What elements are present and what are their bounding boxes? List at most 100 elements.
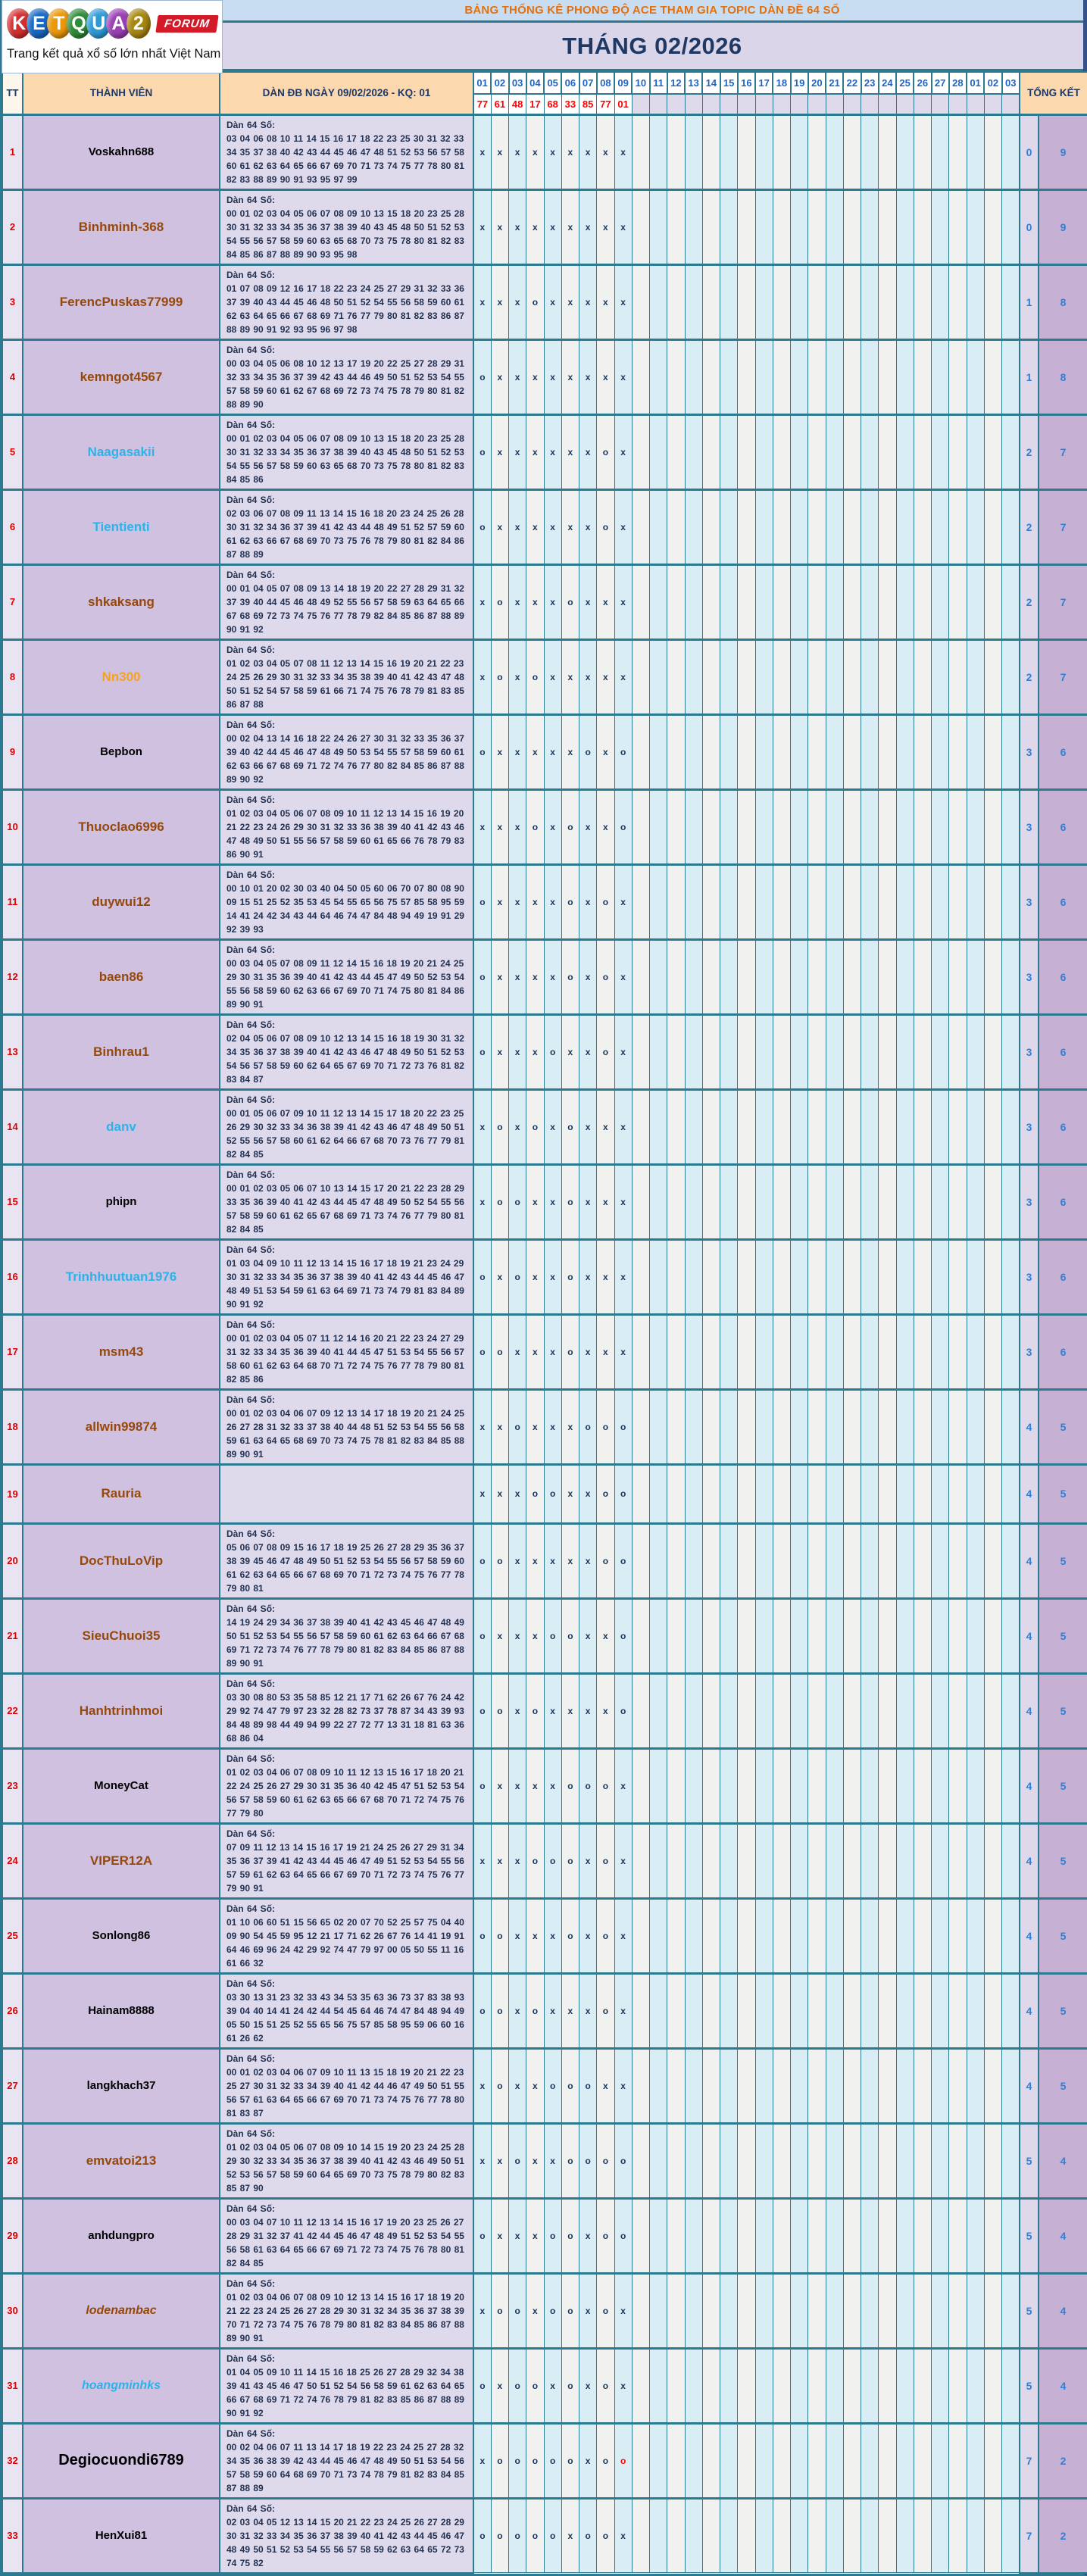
mark-cell	[1001, 1088, 1020, 1165]
mark-cell: x	[614, 114, 633, 190]
member-name[interactable]: Binhminh-368	[22, 189, 220, 265]
mark-cell	[701, 1747, 721, 1824]
mark-cell	[913, 1747, 932, 1824]
mark-cell	[772, 1238, 792, 1315]
logo-letter-q: Q	[66, 8, 92, 39]
site-logo[interactable]: K E T Q U A 2 FORUM Trang kết quả xổ số lớn nhấ…	[2, 0, 223, 73]
member-name[interactable]: allwin99874	[22, 1388, 220, 1465]
mark-cell: o	[473, 1747, 492, 1824]
mark-cell	[878, 264, 897, 340]
mark-cell	[913, 1672, 932, 1749]
total-hit: 4	[1038, 2272, 1087, 2349]
member-name[interactable]: Nn300	[22, 639, 220, 715]
member-name[interactable]: Hanhtrinhmoi	[22, 1672, 220, 1749]
mark-cell	[737, 938, 756, 1015]
mark-cell: o	[561, 2047, 580, 2124]
member-name[interactable]: baen86	[22, 938, 220, 1015]
mark-cell	[719, 414, 739, 490]
dan-numbers-cell: Dàn 64 Số: 00 01 02 03 04 06 07 09 12 13 …	[219, 1388, 474, 1465]
mark-cell	[772, 639, 792, 715]
mark-cell: x	[543, 1747, 562, 1824]
total-hit: 9	[1038, 114, 1087, 190]
mark-cell: x	[508, 564, 527, 640]
mark-cell: o	[490, 1897, 510, 1974]
member-name[interactable]: Thuoclao6996	[22, 788, 220, 865]
mark-cell	[807, 2347, 826, 2424]
member-name[interactable]: Rauria	[22, 1463, 220, 1524]
mark-cell	[895, 2122, 914, 2199]
member-name[interactable]: emvatoi213	[22, 2122, 220, 2199]
mark-cell: x	[473, 2047, 492, 2124]
dan-label: Dàn 64 Số:	[226, 1019, 276, 1030]
mark-cell: x	[596, 1088, 615, 1165]
mark-cell	[948, 489, 967, 565]
member-name[interactable]: FerencPuskas77999	[22, 264, 220, 340]
member-name[interactable]: Voskahn688	[22, 114, 220, 190]
mark-cell	[895, 2047, 914, 2124]
member-name[interactable]: Hainam8888	[22, 1972, 220, 2049]
member-name[interactable]: anhdungpro	[22, 2197, 220, 2274]
mark-cell	[737, 1747, 756, 1824]
member-name[interactable]: DocThuLoVip	[22, 1522, 220, 1599]
member-name[interactable]: phipn	[22, 1163, 220, 1240]
member-name[interactable]: Tientienti	[22, 489, 220, 565]
mark-cell: o	[490, 639, 510, 715]
mark-cell	[631, 489, 651, 565]
member-name[interactable]: langkhach37	[22, 2047, 220, 2124]
mark-cell	[1001, 189, 1020, 265]
mark-cell	[684, 1672, 703, 1749]
mark-cell	[948, 863, 967, 940]
mark-cell	[842, 1747, 862, 1824]
mark-cell	[684, 2422, 703, 2499]
member-name[interactable]: VIPER12A	[22, 1822, 220, 1899]
mark-cell	[948, 639, 967, 715]
member-name[interactable]: Bepbon	[22, 713, 220, 790]
mark-cell	[860, 2047, 879, 2124]
mark-cell: x	[473, 1463, 492, 1524]
mark-cell	[983, 2422, 1003, 2499]
member-name[interactable]: lodenambac	[22, 2272, 220, 2349]
mark-cell	[737, 788, 756, 865]
mark-cell: x	[543, 639, 562, 715]
mark-cell	[701, 1388, 721, 1465]
member-name[interactable]: danv	[22, 1088, 220, 1165]
dan-label: Dàn 64 Số:	[226, 1678, 276, 1689]
mark-cell: o	[473, 1313, 492, 1390]
mark-cell	[631, 1238, 651, 1315]
mark-cell	[983, 713, 1003, 790]
member-name[interactable]: Degiocuondi6789	[22, 2422, 220, 2499]
mark-cell	[719, 1088, 739, 1165]
member-name[interactable]: Binhrau1	[22, 1013, 220, 1090]
mark-cell	[1001, 1013, 1020, 1090]
mark-cell	[737, 1388, 756, 1465]
member-name[interactable]: duywui12	[22, 863, 220, 940]
mark-cell	[667, 189, 686, 265]
mark-cell: o	[526, 2347, 545, 2424]
dan-numbers: 00 02 04 13 14 16 18 22 24 26 27 30 31 3…	[226, 732, 464, 785]
mark-cell	[983, 2347, 1003, 2424]
day-column-header: 12	[666, 71, 686, 95]
mark-cell	[1001, 414, 1020, 490]
member-name[interactable]: Trinhhuutuan1976	[22, 1238, 220, 1315]
member-name[interactable]: Naagasakii	[22, 414, 220, 490]
member-name[interactable]: shkaksang	[22, 564, 220, 640]
member-name[interactable]: Sonlong86	[22, 1897, 220, 1974]
member-name[interactable]: hoangminhks	[22, 2347, 220, 2424]
member-name[interactable]: HenXui81	[22, 2497, 220, 2574]
dan-numbers-cell: Dàn 64 Số: 02 04 05 06 07 08 09 10 12 13 …	[219, 1013, 474, 1090]
mark-cell: x	[614, 189, 633, 265]
mark-cell: x	[578, 1163, 598, 1240]
mark-cell	[667, 1822, 686, 1899]
mark-cell: o	[561, 1238, 580, 1315]
member-name[interactable]: MoneyCat	[22, 1747, 220, 1824]
mark-cell	[701, 2272, 721, 2349]
table-row: 6 Tientienti Dàn 64 Số: 02 03 06 07 08 09 1…	[2, 489, 1087, 565]
mark-cell: x	[578, 2347, 598, 2424]
member-name[interactable]: kemngot4567	[22, 339, 220, 415]
mark-cell	[789, 1388, 809, 1465]
total-miss: 4	[1019, 1597, 1039, 1674]
mark-cell	[860, 788, 879, 865]
member-name[interactable]: msm43	[22, 1313, 220, 1390]
member-name[interactable]: SieuChuoi35	[22, 1597, 220, 1674]
mark-cell	[895, 2422, 914, 2499]
